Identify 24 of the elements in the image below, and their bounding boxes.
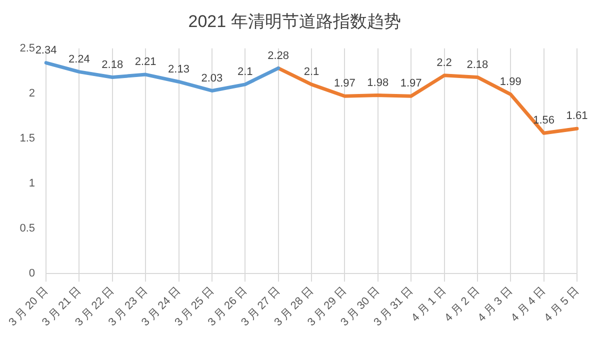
data-label: 1.97: [400, 78, 422, 90]
y-tick-label: 2: [28, 87, 36, 100]
data-label: 2.13: [168, 63, 190, 76]
data-label: 1.56: [533, 114, 555, 127]
data-label: 2.2: [436, 56, 452, 69]
data-label: 2.1: [237, 66, 253, 78]
data-label: 1.61: [566, 110, 588, 122]
data-label: 1.98: [367, 76, 389, 89]
data-label: 1.99: [500, 76, 522, 88]
data-label: 2.28: [268, 50, 290, 62]
chart-title: 2021 年清明节道路指数趋势: [188, 12, 401, 31]
y-tick-label: 2.5: [20, 42, 36, 54]
data-label: 2.21: [134, 56, 156, 68]
y-tick-label: 1.5: [20, 132, 36, 145]
data-label: 2.1: [304, 66, 320, 78]
data-label: 2.34: [35, 44, 57, 56]
data-label: 2.24: [68, 53, 90, 66]
data-label: 2.03: [201, 72, 223, 84]
y-tick-label: 1: [28, 178, 36, 190]
data-label: 2.18: [102, 58, 124, 71]
y-tick-label: 0.5: [20, 222, 36, 235]
data-label: 2.18: [466, 58, 488, 71]
data-label: 1.97: [334, 78, 356, 90]
y-tick-label: 0: [28, 268, 36, 280]
